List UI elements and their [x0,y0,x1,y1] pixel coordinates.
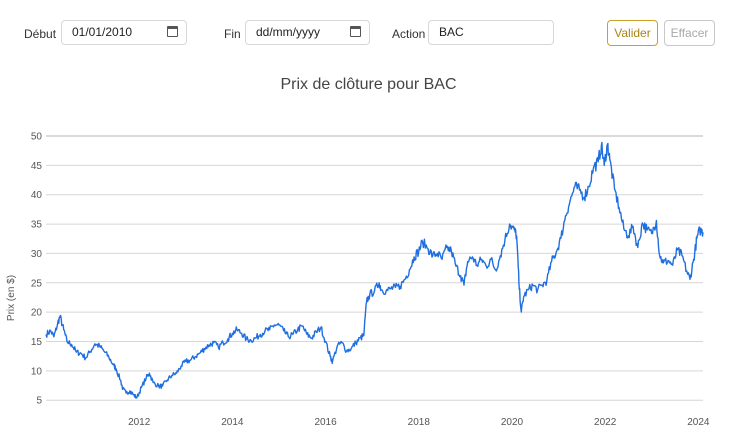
chart-title: Prix de clôture pour BAC [280,76,457,93]
y-axis-ticks: 5 10 15 20 25 30 35 40 45 50 [31,132,43,407]
y-tick-label: 20 [31,308,43,319]
y-tick-label: 25 [31,278,43,289]
y-axis-label: Prix (en $) [6,275,17,321]
y-tick-label: 35 [31,220,43,231]
calendar-icon[interactable] [350,26,361,37]
x-axis-ticks: 2012 2014 2016 2018 2020 2022 2024 [128,417,710,428]
x-tick-label: 2012 [128,417,151,428]
action-input[interactable]: BAC [428,20,554,45]
fin-date-input[interactable]: dd/mm/yyyy [245,20,370,45]
price-line-chart: 5 10 15 20 25 30 35 40 45 50 2012 2014 2016 2018 2020… [6,132,710,429]
series-line [45,141,704,399]
y-tick-label: 15 [31,337,43,348]
action-label: Action [392,27,426,41]
y-tick-label: 40 [31,190,43,201]
y-tick-label: 30 [31,249,43,260]
x-tick-label: 2020 [501,417,524,428]
x-tick-label: 2014 [221,417,244,428]
fin-date-placeholder: dd/mm/yyyy [256,25,321,39]
debut-label: Début [24,27,57,41]
chart-grid [46,135,703,401]
valider-button[interactable]: Valider [607,20,658,46]
x-tick-label: 2022 [594,417,617,428]
calendar-icon[interactable] [167,26,178,37]
y-tick-label: 50 [31,132,43,143]
action-value: BAC [439,25,464,39]
effacer-button[interactable]: Effacer [664,20,715,46]
x-tick-label: 2016 [314,417,337,428]
y-tick-label: 45 [31,161,43,172]
debut-date-value: 01/01/2010 [72,25,133,39]
x-tick-label: 2018 [408,417,431,428]
y-tick-label: 10 [31,366,43,377]
y-tick-label: 5 [36,396,42,407]
fin-label: Fin [224,27,241,41]
debut-date-input[interactable]: 01/01/2010 [61,20,187,45]
x-tick-label: 2024 [687,417,710,428]
filter-toolbar: Début 01/01/2010 Fin dd/mm/yyyy Action B… [0,0,737,60]
